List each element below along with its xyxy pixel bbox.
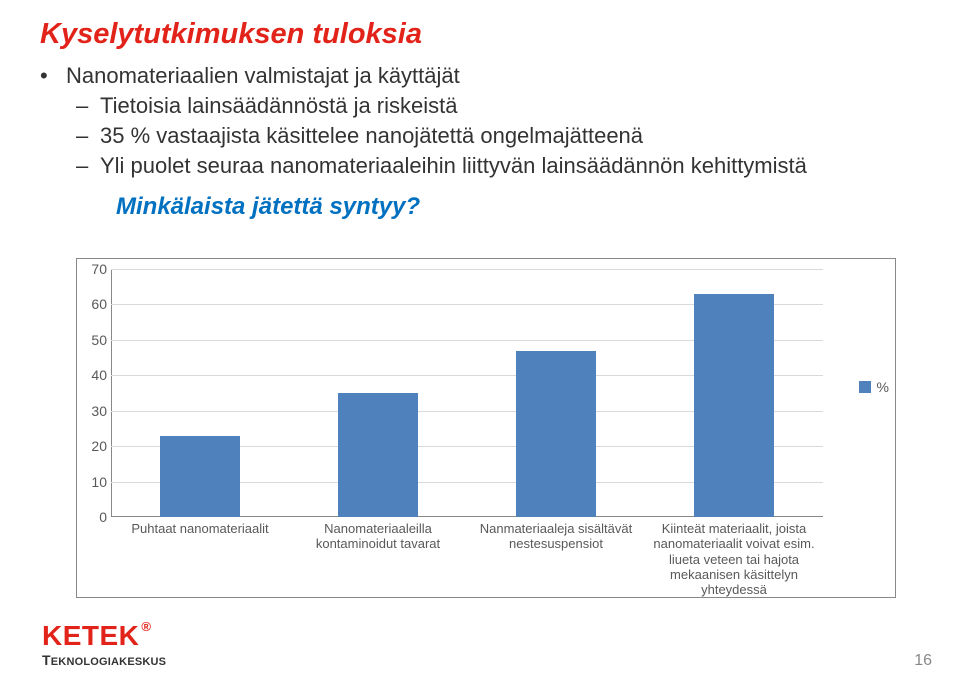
bar (694, 294, 774, 517)
y-tick-label: 60 (85, 296, 107, 312)
logo-subtitle: TEKNOLOGIAKESKUS (42, 652, 166, 668)
y-tick-label: 50 (85, 332, 107, 348)
logo-registered-icon: ® (141, 619, 151, 634)
ketek-logo: KETEK ® TEKNOLOGIAKESKUS (42, 620, 166, 668)
chart-legend: % (859, 379, 889, 395)
page-number: 16 (914, 652, 932, 670)
chart-title: Minkälaista jätettä syntyy? (116, 193, 920, 221)
x-tick-label: Puhtaat nanomateriaalit (111, 521, 289, 536)
bullet-level2: Yli puolet seuraa nanomateriaaleihin lii… (100, 153, 920, 179)
bar (160, 436, 240, 517)
y-tick-label: 10 (85, 474, 107, 490)
x-tick-label: Nanmateriaaleja sisältävät nestesuspensi… (467, 521, 645, 552)
x-tick-label: Nanomateriaaleilla kontaminoidut tavarat (289, 521, 467, 552)
bullet-level2: 35 % vastaajista käsittelee nanojätettä … (100, 123, 920, 149)
x-tick-label: Kiinteät materiaalit, joista nanomateria… (645, 521, 823, 598)
bar (338, 393, 418, 517)
y-tick-label: 40 (85, 367, 107, 383)
slide: Kyselytutkimuksen tuloksia Nanomateriaal… (0, 0, 960, 684)
legend-swatch (859, 381, 871, 393)
y-tick-label: 70 (85, 261, 107, 277)
bullet-level1: Nanomateriaalien valmistajat ja käyttäjä… (58, 63, 920, 89)
bar (516, 351, 596, 518)
bullet-level2: Tietoisia lainsäädännöstä ja riskeistä (100, 93, 920, 119)
logo-main-text: KETEK (42, 620, 139, 652)
bar-chart: 010203040506070 Puhtaat nanomateriaalitN… (76, 258, 896, 598)
bullet-list: Nanomateriaalien valmistajat ja käyttäjä… (40, 63, 920, 179)
legend-label: % (877, 379, 889, 395)
y-tick-label: 0 (85, 509, 107, 525)
slide-title: Kyselytutkimuksen tuloksia (40, 18, 920, 51)
y-tick-label: 20 (85, 438, 107, 454)
y-tick-label: 30 (85, 403, 107, 419)
bars-group (111, 269, 823, 517)
